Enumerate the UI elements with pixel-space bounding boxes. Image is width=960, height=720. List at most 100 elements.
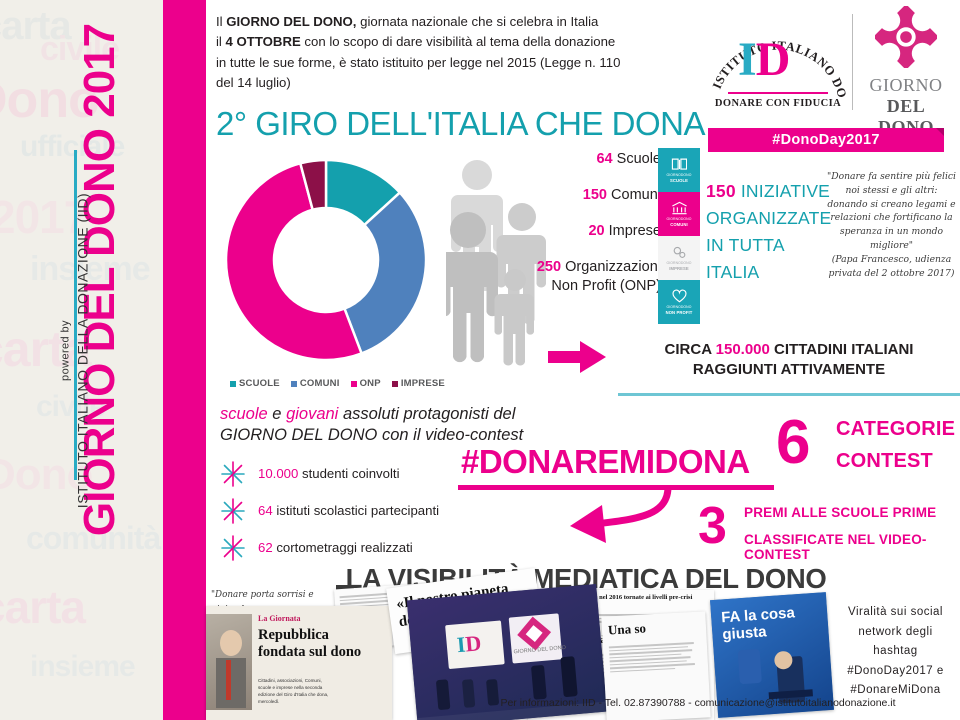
- badge-imprese: GIORNODONO IMPRESE: [658, 236, 700, 280]
- bullet-number: 64: [258, 503, 273, 518]
- intro-line4: del 14 luglio): [216, 75, 291, 91]
- rail-divider-line: [74, 150, 77, 480]
- bullet-item: 62 cortometraggi realizzati: [220, 529, 520, 566]
- contest-prizes-label-1: PREMI ALLE SCUOLE PRIME: [744, 505, 937, 520]
- intro-line1-pre: Il: [216, 14, 227, 29]
- circa-post: CITTADINI ITALIANI: [769, 341, 914, 358]
- legend-item-onp: ONP: [350, 378, 381, 389]
- powered-by-label: powered by: [59, 320, 72, 381]
- stat-label: Imprese: [604, 223, 661, 240]
- quote-pope: "Donare fa sentire più felici noi stessi…: [824, 170, 959, 280]
- heart-icon: [671, 289, 688, 304]
- bullet-text: 10.000 studenti coinvolti: [258, 466, 400, 481]
- bullet-label: cortometraggi realizzati: [272, 540, 413, 555]
- legend-label: IMPRESE: [400, 378, 445, 389]
- gears-icon: [671, 245, 688, 260]
- social-line-2: network degli: [858, 625, 933, 638]
- legend-label: ONP: [359, 378, 381, 389]
- legend-swatch: [391, 380, 398, 387]
- intro-line2-bold: 4 OTTOBRE: [225, 34, 301, 50]
- badge-scuole: GIORNODONO SCUOLE: [658, 148, 700, 192]
- stat-row: 150 Comuni: [481, 186, 661, 204]
- brand-line-1: GIORNO: [869, 75, 943, 95]
- pink-accent-bar: [163, 0, 206, 720]
- iid-letters: ID: [738, 36, 790, 84]
- clipping-headline-5: Una so: [607, 620, 647, 638]
- stat-number: 250: [536, 259, 562, 276]
- lead-line2: GIORNO DEL DONO con il video-contest: [220, 426, 524, 445]
- clipping-kicker: La Giornata: [258, 614, 301, 623]
- badge-column: GIORNODONO SCUOLE GIORNODONO COMUNI GIORNODO…: [658, 148, 700, 324]
- clipping-body: Cittadini, associazioni, Comuni, scuole …: [258, 678, 329, 704]
- lead-rest: assoluti protagonisti del: [338, 405, 516, 423]
- clipping-headline: Repubblica fondata sul dono: [258, 627, 362, 660]
- building-icon: [671, 201, 688, 216]
- left-rail: carta civile Dono ufficiale 2017 insieme…: [0, 0, 163, 720]
- intro-line2-post: con lo scopo di dare visibilità al tema …: [300, 34, 616, 50]
- social-line-4: #DonoDay2017 e: [847, 664, 944, 677]
- schools-lead-text: scuole e giovani assoluti protagonisti d…: [220, 404, 530, 447]
- circa-number: 150.000: [715, 341, 770, 358]
- bullet-item: 10.000 studenti coinvolti: [220, 455, 520, 492]
- initiative-number: 150: [706, 181, 736, 201]
- chart-legend: SCUOLE COMUNI ONP IMPRESE: [230, 378, 445, 389]
- organization-name: ISTITUTO ITALIANO DELLA DONAZIONE (IID): [74, 192, 91, 509]
- clipping-repubblica: La Giornata Repubblica fondata sul dono …: [206, 606, 392, 720]
- contest-prizes-number: 3: [698, 497, 727, 555]
- diamond-flower-icon: [873, 4, 939, 70]
- logo-divider: [852, 14, 853, 110]
- legend-item-comuni: COMUNI: [290, 378, 340, 389]
- stat-label: Organizzazioni: [561, 259, 661, 276]
- giorno-del-dono-logo: GIORNO DEL DONO: [860, 4, 952, 138]
- stats-list: 64 Scuole 150 Comuni 20 Imprese 250 Organiz…: [481, 150, 661, 313]
- badge-category-label: SCUOLE: [669, 178, 689, 183]
- contest-categories-label-2: CONTEST: [836, 450, 933, 472]
- bullet-item: 64 istituti scolastici partecipanti: [220, 492, 520, 529]
- hashtag-underline: [458, 485, 774, 490]
- asterisk-icon: [220, 497, 246, 524]
- initiative-word: INIZIATIVE: [740, 181, 831, 201]
- curved-arrow-icon: [570, 486, 672, 543]
- badge-category-label: NON PROFIT: [665, 310, 693, 315]
- stat-label-2: Non Profit (ONP): [551, 277, 661, 294]
- iid-rule: [728, 92, 828, 94]
- stat-row: 64 Scuole: [481, 150, 661, 168]
- badge-brand-label: GIORNODONO: [666, 261, 692, 265]
- initiative-line3: IN TUTTA ITALIA: [706, 235, 784, 283]
- asterisk-icon: [220, 460, 246, 487]
- hashtag-donaremidona: #DONAREMIDONA: [461, 443, 750, 480]
- bullet-number: 10.000: [258, 466, 299, 481]
- social-virality-text: Viralità sui social network degli hashta…: [831, 603, 960, 701]
- stat-number: 20: [588, 223, 605, 240]
- clipping-headline-3: Ripartono le donazioni nel 2016 tornate …: [534, 594, 693, 601]
- bullet-list: 10.000 studenti coinvolti 64 istituti sco…: [220, 455, 520, 566]
- bullet-label: istituti scolastici partecipanti: [272, 503, 440, 518]
- iid-arc-text: ISTITUTO ITALIANO DONAZIONE: [708, 10, 848, 100]
- intro-line1-post: giornata nazionale che si celebra in Ita…: [356, 14, 599, 29]
- donut-chart-svg: [224, 158, 428, 362]
- stat-label: Comuni: [607, 187, 661, 204]
- contest-prizes-label-2: CLASSIFICATE NEL VIDEO-CONTEST: [744, 532, 927, 562]
- legend-label: SCUOLE: [239, 378, 280, 389]
- initiative-block: 150 INIZIATIVE ORGANIZZATE IN TUTTA ITAL…: [706, 178, 836, 287]
- legend-swatch: [230, 380, 236, 387]
- main-content: Il GIORNO DEL DONO, giornata nazionale c…: [206, 0, 960, 720]
- legend-item-scuole: SCUOLE: [230, 378, 280, 389]
- hashtag-ribbon: #DonoDay2017: [708, 128, 944, 152]
- donut-slice-imprese: [298, 158, 328, 212]
- iid-logo: ISTITUTO ITALIANO DONAZIONE ID DONARE CO…: [708, 10, 848, 120]
- asterisk-icon: [220, 534, 246, 561]
- arrow-right-icon: [548, 341, 606, 373]
- iid-tagline: DONARE CON FIDUCIA: [714, 98, 842, 109]
- social-line-3: hashtag: [873, 645, 918, 658]
- lead-pink-1: scuole: [220, 405, 268, 423]
- social-line-5: #DonareMiDona: [850, 684, 941, 697]
- circa-line2: RAGGIUNTI ATTIVAMENTE: [692, 361, 886, 379]
- book-icon: [671, 157, 688, 172]
- legend-swatch: [350, 380, 357, 387]
- donut-slice-comuni: [342, 190, 428, 356]
- contest-categories-label-1: CATEGORIE: [836, 418, 956, 440]
- stat-number: 64: [596, 151, 613, 167]
- badge-brand-label: GIORNODONO: [666, 305, 692, 309]
